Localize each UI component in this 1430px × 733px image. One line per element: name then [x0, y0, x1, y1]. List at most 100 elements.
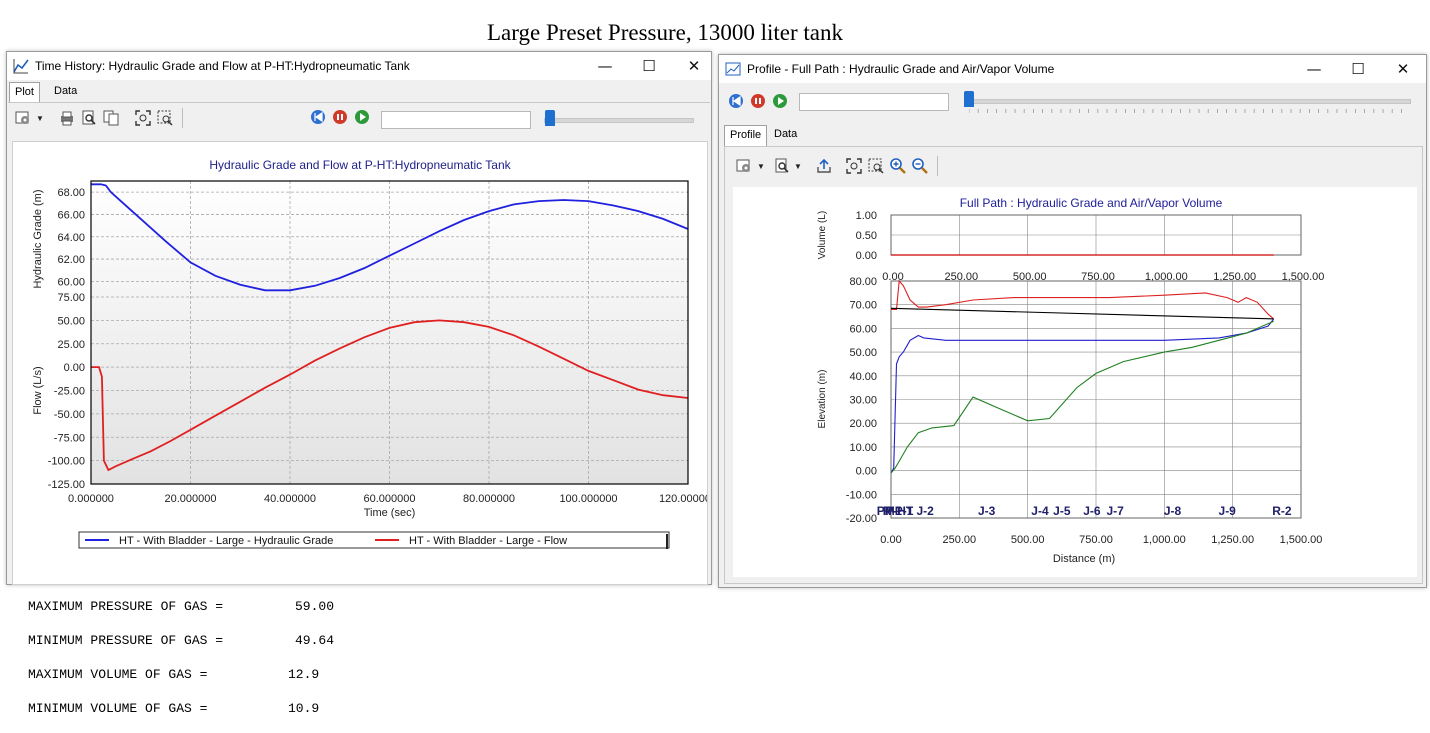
zoom-window-icon[interactable] — [156, 109, 174, 127]
chart-options-icon[interactable] — [735, 157, 753, 175]
copy-icon[interactable] — [102, 109, 120, 127]
x-tick-label: 1,250.00 — [1213, 271, 1256, 283]
x-tick-label: 1,250.00 — [1211, 534, 1254, 546]
y-tick-label: -25.00 — [54, 386, 85, 398]
zoom-out-icon[interactable] — [911, 157, 929, 175]
chevron-down-icon[interactable]: ▼ — [794, 162, 802, 171]
y-tick-label: 50.00 — [57, 315, 85, 327]
y-tick-label: 66.00 — [57, 209, 85, 221]
title-bar[interactable]: Profile - Full Path : Hydraulic Grade an… — [719, 55, 1426, 83]
profile-chart: Full Path : Hydraulic Grade and Air/Vapo… — [817, 196, 1325, 565]
y-tick-label: 40.00 — [849, 371, 877, 383]
node-label: J-3 — [978, 504, 996, 518]
y-tick-label: 50.00 — [849, 347, 877, 359]
node-label: J-7 — [1106, 504, 1124, 518]
x-tick-label: 0.000000 — [68, 493, 114, 505]
window-title: Time History: Hydraulic Grade and Flow a… — [35, 59, 410, 73]
node-label: R-1 — [883, 504, 903, 518]
series-line — [890, 318, 1275, 474]
x-tick-label: 40.000000 — [264, 493, 316, 505]
x-tick-label: 500.00 — [1011, 534, 1045, 546]
play-icon[interactable] — [773, 94, 787, 108]
profile-window[interactable]: Profile - Full Path : Hydraulic Grade an… — [718, 54, 1427, 588]
tab-profile[interactable]: Profile — [724, 125, 768, 146]
maximize-button[interactable]: ☐ — [1351, 60, 1365, 78]
x-tick-label: 1,000.00 — [1145, 271, 1188, 283]
window-title: Profile - Full Path : Hydraulic Grade an… — [747, 62, 1055, 76]
x-tick-label: 60.000000 — [364, 493, 416, 505]
tab-data[interactable]: Data — [774, 128, 798, 140]
y-tick-label: -125.00 — [48, 479, 85, 491]
maximize-button[interactable]: ☐ — [642, 57, 656, 75]
y-tick-label: 60.00 — [57, 276, 85, 288]
x-tick-label: 1,500.00 — [1282, 271, 1325, 283]
y-tick-label: -50.00 — [54, 409, 85, 421]
x-tick-label: 1,500.00 — [1280, 534, 1323, 546]
chart-options-icon[interactable] — [14, 109, 32, 127]
zoom-extents-icon[interactable] — [845, 157, 863, 175]
y-tick-label: -10.00 — [846, 489, 877, 501]
rewind-icon[interactable] — [311, 110, 325, 124]
node-label: J-5 — [1053, 504, 1071, 518]
tab-data[interactable]: Data — [54, 85, 78, 97]
profile-chart-icon — [725, 62, 741, 76]
y-tick-label: 0.00 — [856, 250, 877, 262]
zoom-window-icon[interactable] — [867, 157, 885, 175]
chevron-down-icon[interactable]: ▼ — [36, 114, 44, 123]
time-input[interactable] — [381, 111, 531, 129]
y-tick-label: -100.00 — [48, 456, 85, 468]
time-input[interactable] — [799, 93, 949, 111]
rewind-icon[interactable] — [729, 94, 743, 108]
elevation-panel-frame — [890, 280, 1302, 519]
hydraulic-grade-flow-chart: Hydraulic Grade and Flow at P-HT:Hydropn… — [32, 158, 717, 549]
y-tick-label: 80.00 — [849, 276, 877, 288]
gas-summary-value: 49.64 — [295, 633, 335, 648]
chart-title: Hydraulic Grade and Flow at P-HT:Hydropn… — [209, 158, 511, 172]
tab-plot[interactable]: Plot — [9, 82, 40, 103]
minimize-button[interactable]: — — [597, 57, 613, 75]
play-icon[interactable] — [355, 110, 369, 124]
x-tick-label: 100.000000 — [559, 493, 617, 505]
node-label: J-8 — [1164, 504, 1182, 518]
zoom-in-icon[interactable] — [889, 157, 907, 175]
print-preview-icon[interactable] — [80, 109, 98, 127]
time-slider-handle[interactable] — [964, 91, 974, 107]
minimize-button[interactable]: — — [1306, 60, 1322, 78]
y-tick-label: 0.00 — [856, 466, 877, 478]
y-tick-label: 25.00 — [57, 339, 85, 351]
x-axis-label: Time (sec) — [364, 507, 416, 519]
series-line — [890, 320, 1274, 474]
title-bar[interactable]: Time History: Hydraulic Grade and Flow a… — [7, 52, 711, 80]
legend-box — [78, 531, 670, 549]
zoom-extents-icon[interactable] — [134, 109, 152, 127]
time-slider-track[interactable] — [965, 99, 1411, 104]
node-label: R-2 — [1272, 504, 1292, 518]
y-axis-label: Elevation (m) — [817, 370, 828, 429]
time-history-window[interactable]: Time History: Hydraulic Grade and Flow a… — [6, 51, 717, 585]
chevron-down-icon[interactable]: ▼ — [757, 162, 765, 171]
x-tick-label: 0.00 — [882, 271, 903, 283]
y-tick-label: 1.00 — [856, 210, 877, 222]
x-tick-label: 750.00 — [1081, 271, 1115, 283]
export-icon[interactable] — [815, 157, 833, 175]
pause-icon[interactable] — [333, 110, 347, 124]
toolbar-separator — [937, 156, 938, 176]
gas-summary-label: MAXIMUM PRESSURE OF GAS = — [28, 599, 224, 614]
y-tick-label: 70.00 — [849, 300, 877, 312]
print-preview-icon[interactable] — [773, 157, 791, 175]
node-label: PMP-1 — [877, 504, 914, 518]
y-tick-label: 0.50 — [856, 230, 877, 242]
close-button[interactable]: ✕ — [687, 57, 701, 75]
time-slider-track[interactable] — [544, 118, 694, 123]
node-label: J-9 — [1219, 504, 1237, 518]
plot-frame — [90, 180, 689, 485]
time-slider-handle[interactable] — [545, 110, 555, 126]
node-label: J-6 — [1083, 504, 1101, 518]
x-tick-label: 750.00 — [1079, 534, 1113, 546]
series-line — [890, 307, 1274, 320]
print-icon[interactable] — [58, 109, 76, 127]
y-axis-label: Hydraulic Grade (m) — [32, 189, 44, 288]
chart-title: Full Path : Hydraulic Grade and Air/Vapo… — [960, 196, 1223, 210]
close-button[interactable]: ✕ — [1396, 60, 1410, 78]
pause-icon[interactable] — [751, 94, 765, 108]
